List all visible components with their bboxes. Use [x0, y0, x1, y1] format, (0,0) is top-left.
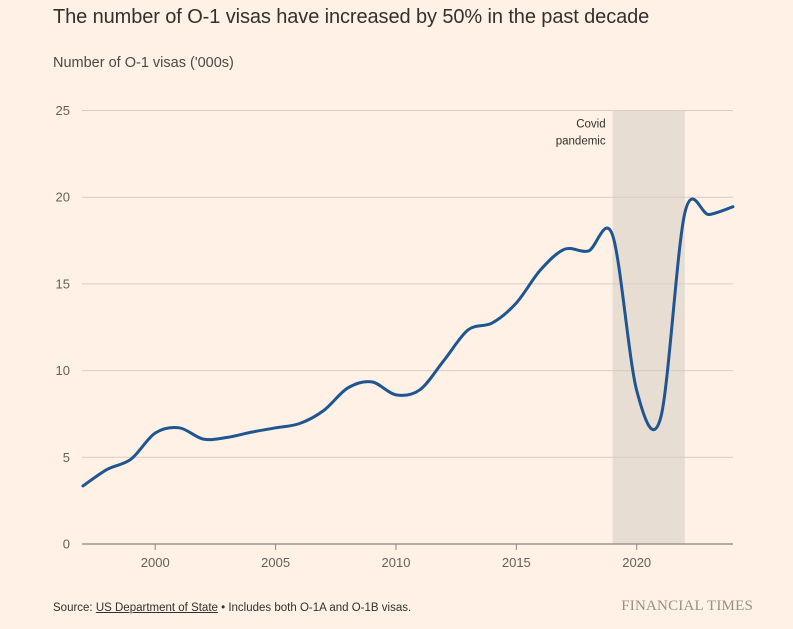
ft-logo: FINANCIAL TIMES — [621, 598, 753, 614]
gridlines — [82, 110, 733, 545]
source-link[interactable]: US Department of State — [95, 602, 218, 614]
source-note: • Includes both O-1A and O-1B visas. — [217, 602, 412, 614]
x-tick-label: 2000 — [141, 555, 170, 570]
series-line-o1-visas — [81, 197, 735, 488]
y-tick-label: 5 — [63, 450, 70, 465]
annotation-layer: Covid pandemic — [556, 119, 606, 148]
x-tick-label: 2020 — [622, 555, 651, 570]
x-axis-ticks: 2000 2005 2010 2015 2020 — [141, 544, 651, 570]
source-prefix: Source: — [53, 602, 96, 614]
y-tick-label: 15 — [56, 276, 70, 291]
y-axis-ticks: 0 5 10 15 20 25 — [56, 103, 70, 552]
y-axis-label: Number of O-1 visas ('000s) — [53, 55, 234, 71]
y-tick-label: 25 — [56, 103, 70, 118]
y-tick-label: 0 — [63, 537, 70, 552]
covid-shaded-region-layer — [612, 110, 685, 544]
covid-shaded-region — [612, 110, 685, 544]
x-tick-label: 2015 — [502, 555, 531, 570]
series-layer — [81, 197, 735, 488]
y-tick-label: 20 — [56, 190, 70, 205]
covid-annotation-label: Covid — [576, 119, 605, 131]
covid-annotation-label: pandemic — [556, 136, 606, 148]
x-tick-label: 2005 — [261, 555, 290, 570]
source-footer: Source: US Department of State • Include… — [53, 602, 411, 614]
y-tick-label: 10 — [56, 363, 70, 378]
chart-title: The number of O-1 visas have increased b… — [53, 6, 650, 28]
x-tick-label: 2010 — [382, 555, 411, 570]
